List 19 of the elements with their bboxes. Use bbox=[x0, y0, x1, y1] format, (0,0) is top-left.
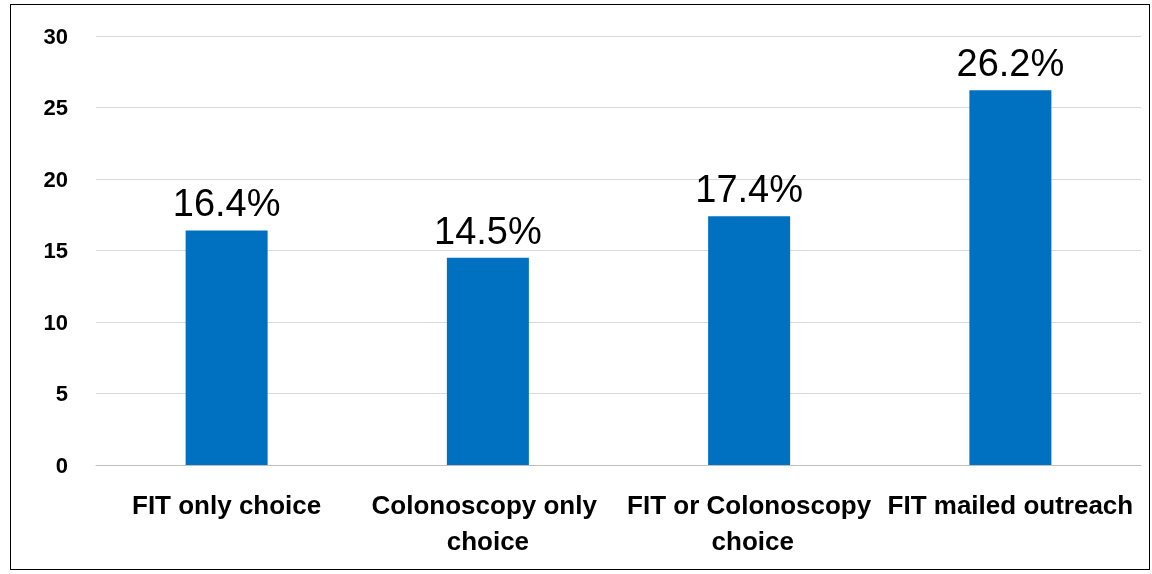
data-label: 26.2% bbox=[956, 42, 1065, 85]
y-tick-label: 15 bbox=[43, 238, 68, 263]
bar bbox=[969, 90, 1052, 465]
data-label: 16.4% bbox=[172, 182, 281, 225]
y-tick-label: 0 bbox=[55, 452, 68, 478]
bar bbox=[185, 230, 268, 465]
y-tick-label: 25 bbox=[43, 95, 68, 120]
y-tick-label: 20 bbox=[43, 166, 68, 192]
bar bbox=[708, 216, 791, 465]
data-label: 17.4% bbox=[695, 168, 803, 211]
x-tick-label: Colonoscopy only choice bbox=[371, 490, 605, 556]
y-tick-label: 30 bbox=[43, 23, 68, 49]
y-tick-label: 5 bbox=[55, 381, 68, 406]
x-tick-label: FIT only choice bbox=[132, 490, 322, 520]
x-tick-label: FIT mailed outreach bbox=[887, 490, 1134, 520]
y-tick-label: 10 bbox=[43, 309, 68, 335]
bar bbox=[446, 257, 529, 465]
data-label: 14.5% bbox=[434, 209, 542, 252]
x-tick-label: FIT or Colonoscopy choice bbox=[627, 490, 872, 556]
